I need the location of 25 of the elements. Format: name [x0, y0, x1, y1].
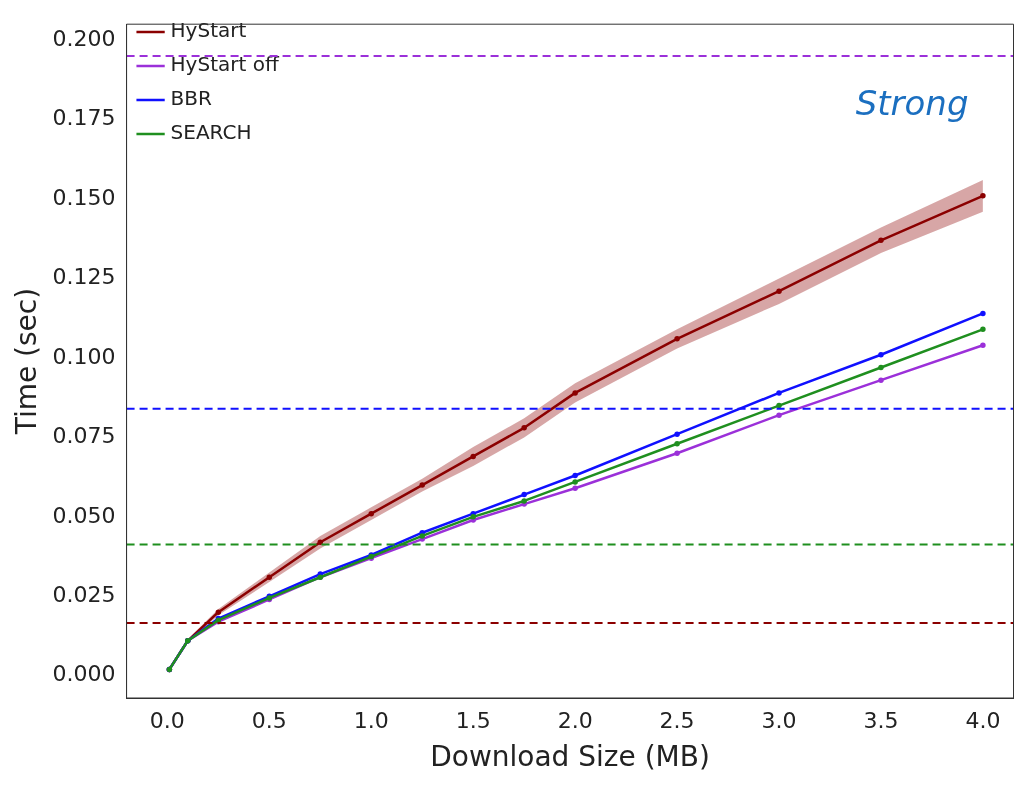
y-axis-title: Time (sec) [10, 287, 44, 436]
legend-label: SEARCH [170, 120, 252, 145]
x-tick-label: 1.5 [455, 707, 491, 733]
x-tick-label: 3.5 [863, 707, 899, 733]
annotation: Strong [855, 83, 969, 124]
y-tick-label: 0.075 [52, 423, 116, 449]
legend-label: HyStart [170, 18, 247, 43]
y-tick-label: 0.150 [52, 184, 116, 210]
y-tick-label: 0.000 [52, 661, 116, 687]
x-tick-label: 4.0 [965, 707, 1001, 733]
y-tick-label: 0.100 [52, 343, 116, 369]
x-tick-label: 0.5 [251, 707, 287, 733]
x-tick-label: 1.0 [353, 707, 389, 733]
x-tick-label: 0.0 [149, 707, 185, 733]
legend-label: BBR [170, 86, 213, 111]
x-tick-label: 2.0 [557, 707, 593, 733]
y-tick-label: 0.125 [52, 264, 116, 290]
y-tick-label: 0.175 [52, 105, 116, 131]
y-tick-label: 0.025 [52, 582, 116, 608]
x-tick-label: 2.5 [659, 707, 695, 733]
y-tick-label: 0.050 [52, 502, 116, 528]
x-tick-label: 3.0 [761, 707, 797, 733]
x-axis-title: Download Size (MB) [430, 740, 710, 774]
y-tick-label: 0.200 [52, 25, 116, 51]
legend-label: HyStart off [170, 52, 280, 77]
